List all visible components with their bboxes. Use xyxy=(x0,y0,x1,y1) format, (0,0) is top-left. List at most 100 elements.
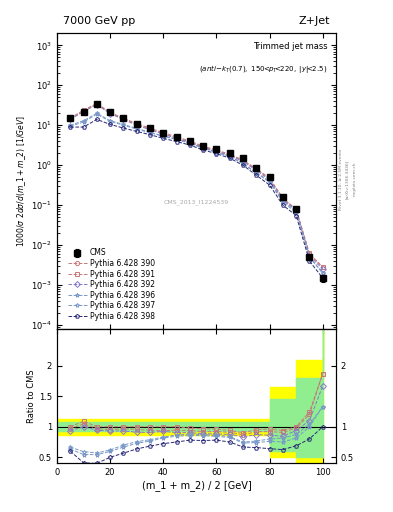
Pythia 6.428 398 xyxy=(68,124,73,130)
Pythia 6.428 391 xyxy=(241,157,245,163)
Pythia 6.428 396 xyxy=(267,179,272,185)
Pythia 6.428 390 xyxy=(161,131,165,137)
Pythia 6.428 390 xyxy=(68,116,73,122)
Pythia 6.428 396 xyxy=(307,254,312,260)
Pythia 6.428 391 xyxy=(161,130,165,136)
Pythia 6.428 390 xyxy=(307,251,312,257)
Pythia 6.428 392 xyxy=(294,207,299,214)
Pythia 6.428 390 xyxy=(267,176,272,182)
X-axis label: (m_1 + m_2) / 2 [GeV]: (m_1 + m_2) / 2 [GeV] xyxy=(141,480,252,491)
Pythia 6.428 396 xyxy=(294,209,299,216)
Pythia 6.428 390 xyxy=(148,126,152,132)
Pythia 6.428 392 xyxy=(241,158,245,164)
Pythia 6.428 398 xyxy=(94,116,99,122)
Pythia 6.428 392 xyxy=(94,101,99,108)
Line: Pythia 6.428 390: Pythia 6.428 390 xyxy=(68,102,325,269)
Pythia 6.428 398 xyxy=(254,172,259,178)
Pythia 6.428 391 xyxy=(174,134,179,140)
Pythia 6.428 397 xyxy=(281,198,285,204)
Text: $(anti\!-\!k_T(0.7),\ 150\!\!<\!\!p_T\!\!<\!\!220,\ |y|\!\!<\!\!2.5)$: $(anti\!-\!k_T(0.7),\ 150\!\!<\!\!p_T\!\… xyxy=(200,63,328,75)
Pythia 6.428 397 xyxy=(187,140,192,146)
Pythia 6.428 391 xyxy=(254,166,259,172)
Pythia 6.428 392 xyxy=(320,266,325,272)
Pythia 6.428 390 xyxy=(108,110,112,116)
Pythia 6.428 392 xyxy=(121,116,126,122)
Y-axis label: Ratio to CMS: Ratio to CMS xyxy=(27,369,36,423)
Pythia 6.428 398 xyxy=(187,142,192,148)
Pythia 6.428 392 xyxy=(187,139,192,145)
Pythia 6.428 397 xyxy=(294,208,299,215)
Legend: CMS, Pythia 6.428 390, Pythia 6.428 391, Pythia 6.428 392, Pythia 6.428 396, Pyt: CMS, Pythia 6.428 390, Pythia 6.428 391,… xyxy=(66,247,157,322)
Pythia 6.428 398 xyxy=(121,125,126,131)
Pythia 6.428 391 xyxy=(81,107,86,113)
Pythia 6.428 397 xyxy=(94,110,99,116)
Pythia 6.428 392 xyxy=(281,197,285,203)
Pythia 6.428 390 xyxy=(320,264,325,270)
Pythia 6.428 391 xyxy=(267,175,272,181)
Pythia 6.428 396 xyxy=(241,160,245,166)
Pythia 6.428 398 xyxy=(228,155,232,161)
Pythia 6.428 396 xyxy=(214,150,219,156)
Pythia 6.428 396 xyxy=(228,154,232,160)
Pythia 6.428 390 xyxy=(228,152,232,158)
Pythia 6.428 391 xyxy=(94,100,99,106)
Pythia 6.428 392 xyxy=(108,111,112,117)
Pythia 6.428 396 xyxy=(81,119,86,125)
Pythia 6.428 398 xyxy=(81,124,86,130)
Pythia 6.428 397 xyxy=(214,149,219,155)
Pythia 6.428 398 xyxy=(307,258,312,264)
Pythia 6.428 396 xyxy=(94,111,99,117)
Text: [arXiv:1306.3436]: [arXiv:1306.3436] xyxy=(345,160,349,199)
Text: mcplots.cern.ch: mcplots.cern.ch xyxy=(352,162,356,197)
Pythia 6.428 396 xyxy=(108,118,112,124)
Pythia 6.428 396 xyxy=(187,140,192,146)
Line: Pythia 6.428 396: Pythia 6.428 396 xyxy=(68,112,325,275)
Pythia 6.428 390 xyxy=(94,101,99,107)
Pythia 6.428 397 xyxy=(148,129,152,135)
Pythia 6.428 397 xyxy=(241,160,245,166)
Text: Trimmed jet mass: Trimmed jet mass xyxy=(253,42,328,51)
Pythia 6.428 390 xyxy=(254,166,259,173)
Pythia 6.428 391 xyxy=(187,138,192,144)
Pythia 6.428 397 xyxy=(68,122,73,129)
Pythia 6.428 391 xyxy=(108,109,112,115)
Pythia 6.428 397 xyxy=(134,125,139,132)
Pythia 6.428 398 xyxy=(214,151,219,157)
Text: Z+Jet: Z+Jet xyxy=(299,16,331,26)
Pythia 6.428 390 xyxy=(294,206,299,212)
Text: 7000 GeV pp: 7000 GeV pp xyxy=(62,16,135,26)
Pythia 6.428 396 xyxy=(281,199,285,205)
Pythia 6.428 396 xyxy=(254,170,259,176)
Pythia 6.428 398 xyxy=(267,182,272,188)
Pythia 6.428 397 xyxy=(161,133,165,139)
Pythia 6.428 398 xyxy=(201,147,206,153)
Pythia 6.428 390 xyxy=(121,116,126,122)
Text: Rivet 3.1.10, ≥ 2.5M events: Rivet 3.1.10, ≥ 2.5M events xyxy=(339,148,343,210)
Pythia 6.428 397 xyxy=(81,118,86,124)
Pythia 6.428 390 xyxy=(134,121,139,127)
Pythia 6.428 392 xyxy=(267,177,272,183)
Line: Pythia 6.428 391: Pythia 6.428 391 xyxy=(68,101,325,269)
Pythia 6.428 398 xyxy=(320,275,325,281)
Pythia 6.428 396 xyxy=(134,126,139,132)
Pythia 6.428 397 xyxy=(254,169,259,176)
Pythia 6.428 396 xyxy=(148,130,152,136)
Pythia 6.428 398 xyxy=(174,139,179,145)
Pythia 6.428 392 xyxy=(134,122,139,129)
Pythia 6.428 397 xyxy=(267,178,272,184)
Pythia 6.428 392 xyxy=(81,109,86,115)
Pythia 6.428 396 xyxy=(68,123,73,129)
Pythia 6.428 392 xyxy=(214,148,219,155)
Pythia 6.428 390 xyxy=(214,147,219,154)
Pythia 6.428 396 xyxy=(201,145,206,152)
Pythia 6.428 391 xyxy=(201,143,206,149)
Pythia 6.428 390 xyxy=(81,108,86,114)
Pythia 6.428 391 xyxy=(294,206,299,212)
Pythia 6.428 392 xyxy=(201,144,206,151)
Pythia 6.428 391 xyxy=(134,120,139,126)
Pythia 6.428 398 xyxy=(281,202,285,208)
Pythia 6.428 397 xyxy=(121,121,126,127)
Pythia 6.428 398 xyxy=(108,121,112,127)
Pythia 6.428 396 xyxy=(121,122,126,129)
Pythia 6.428 397 xyxy=(201,145,206,151)
